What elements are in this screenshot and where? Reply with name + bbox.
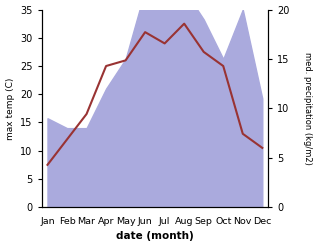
Y-axis label: med. precipitation (kg/m2): med. precipitation (kg/m2) <box>303 52 313 165</box>
X-axis label: date (month): date (month) <box>116 231 194 242</box>
Y-axis label: max temp (C): max temp (C) <box>5 77 15 140</box>
